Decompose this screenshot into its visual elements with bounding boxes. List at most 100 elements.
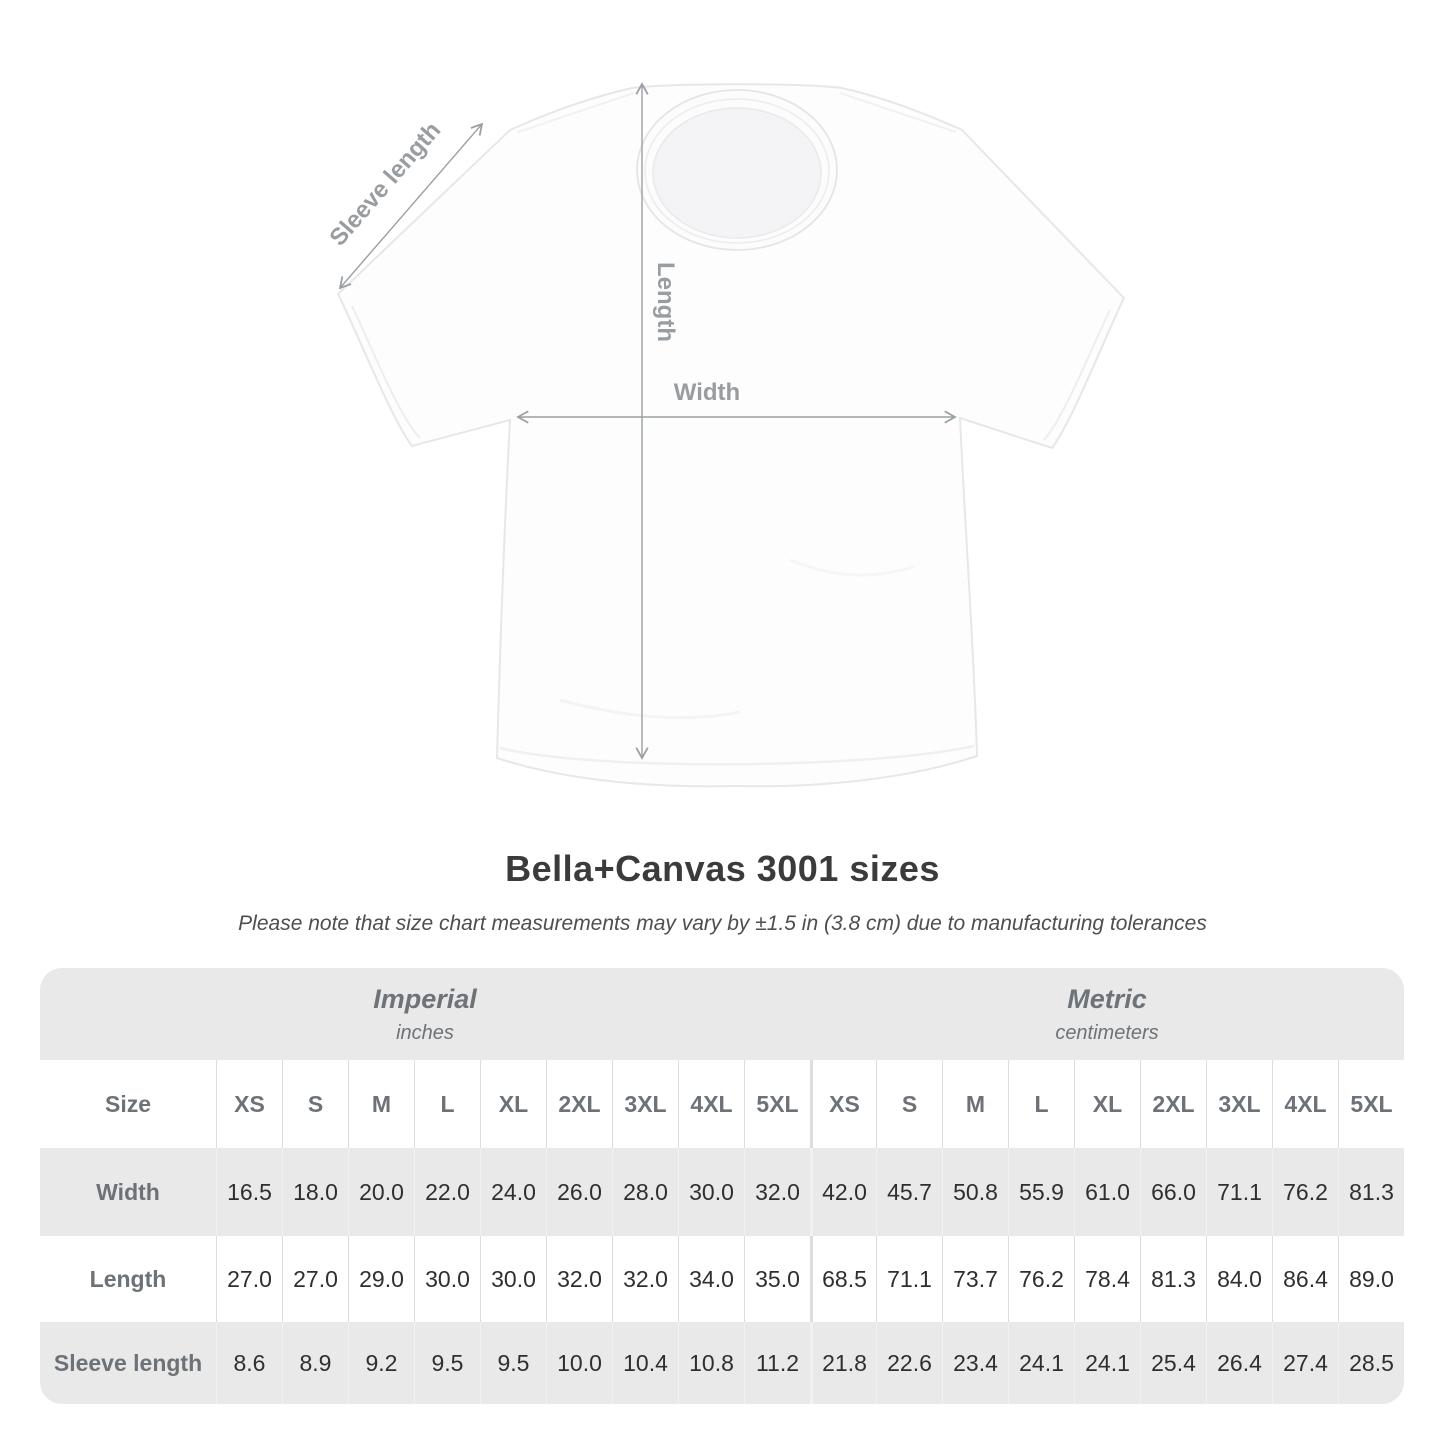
row-label: Length xyxy=(89,1265,167,1292)
size-chart-title: Bella+Canvas 3001 sizes xyxy=(505,848,940,889)
tshirt-figure: Sleeve length Length Width xyxy=(324,82,1126,788)
table-cell: 27.0 xyxy=(216,1236,282,1322)
table-cell: 81.3 xyxy=(1338,1148,1404,1236)
table-cell: 30.0 xyxy=(414,1236,480,1322)
table-cell: 32.0 xyxy=(744,1148,810,1236)
table-cell: 81.3 xyxy=(1140,1236,1206,1322)
metric-label: Metric xyxy=(1067,983,1147,1014)
size-column-header: XL xyxy=(480,1060,546,1148)
fold-line-1 xyxy=(559,698,741,720)
table-cell: 86.4 xyxy=(1272,1236,1338,1322)
table-cell: 11.2 xyxy=(744,1322,810,1404)
table-cell: 84.0 xyxy=(1206,1236,1272,1322)
table-cell: 21.8 xyxy=(810,1322,876,1404)
table-cell: 24.1 xyxy=(1008,1322,1074,1404)
sleeve-length-arrow xyxy=(338,122,484,290)
table-cell: 9.5 xyxy=(414,1322,480,1404)
size-header-row: Size XS S M L XL 2XL 3XL 4XL 5XL XS S M … xyxy=(40,1060,1404,1148)
table-cell: 10.8 xyxy=(678,1322,744,1404)
collar-opening xyxy=(652,107,822,239)
size-column-header: 3XL xyxy=(612,1060,678,1148)
table-cell: 78.4 xyxy=(1074,1236,1140,1322)
table-cell: 9.2 xyxy=(348,1322,414,1404)
table-cell: 73.7 xyxy=(942,1236,1008,1322)
size-column-header: 3XL xyxy=(1206,1060,1272,1148)
fold-line-2 xyxy=(789,558,916,577)
table-cell: 76.2 xyxy=(1008,1236,1074,1322)
size-column-header: 4XL xyxy=(678,1060,744,1148)
size-column-header: XS xyxy=(216,1060,282,1148)
tshirt-silhouette xyxy=(336,83,1126,788)
table-cell: 32.0 xyxy=(546,1236,612,1322)
row-label: Sleeve length xyxy=(53,1349,203,1376)
size-column-header: XL xyxy=(1074,1060,1140,1148)
size-column-header: 4XL xyxy=(1272,1060,1338,1148)
table-cell: 35.0 xyxy=(744,1236,810,1322)
unit-header-band: Imperial inches Metric centimeters xyxy=(40,968,1404,1060)
table-cell: 18.0 xyxy=(282,1148,348,1236)
table-cell: 20.0 xyxy=(348,1148,414,1236)
size-column-header: 5XL xyxy=(1338,1060,1404,1148)
table-cell: 23.4 xyxy=(942,1322,1008,1404)
table-cell: 22.0 xyxy=(414,1148,480,1236)
table-cell: 32.0 xyxy=(612,1236,678,1322)
metric-header: Metric centimeters xyxy=(810,968,1404,1060)
table-cell: 28.0 xyxy=(612,1148,678,1236)
table-cell: 45.7 xyxy=(876,1148,942,1236)
table-cell: 22.6 xyxy=(876,1322,942,1404)
imperial-label: Imperial xyxy=(373,983,477,1014)
size-column-header: 2XL xyxy=(1140,1060,1206,1148)
imperial-header: Imperial inches xyxy=(40,968,810,1060)
table-cell: 26.4 xyxy=(1206,1322,1272,1404)
length-row: Length 27.0 27.0 29.0 30.0 30.0 32.0 32.… xyxy=(40,1236,1404,1322)
shoulder-seam-left xyxy=(517,92,635,133)
size-column-header: L xyxy=(414,1060,480,1148)
corner-label: Size xyxy=(104,1090,152,1117)
table-cell: 71.1 xyxy=(1206,1148,1272,1236)
table-cell: 55.9 xyxy=(1008,1148,1074,1236)
table-cell: 89.0 xyxy=(1338,1236,1404,1322)
size-chart-note: Please note that size chart measurements… xyxy=(238,912,1207,935)
size-table: Imperial inches Metric centimeters Size … xyxy=(40,968,1404,1404)
shoulder-seam-right xyxy=(839,92,957,133)
size-column-header: L xyxy=(1008,1060,1074,1148)
row-label: Width xyxy=(96,1178,160,1205)
table-cell: 30.0 xyxy=(480,1236,546,1322)
tshirt-diagram: Sleeve length Length Width xyxy=(324,82,1126,788)
size-column-header: 2XL xyxy=(546,1060,612,1148)
cuff-seam-left xyxy=(351,305,421,439)
cuff-seam-right xyxy=(1043,309,1111,441)
table-cell: 76.2 xyxy=(1272,1148,1338,1236)
table-cell: 66.0 xyxy=(1140,1148,1206,1236)
size-column-header: 5XL xyxy=(744,1060,810,1148)
size-column-header: S xyxy=(876,1060,942,1148)
table-cell: 28.5 xyxy=(1338,1322,1404,1404)
table-cell: 30.0 xyxy=(678,1148,744,1236)
size-column-header: M xyxy=(942,1060,1008,1148)
width-label: Width xyxy=(674,379,740,406)
table-cell: 10.0 xyxy=(546,1322,612,1404)
hem-seam xyxy=(499,744,975,766)
width-row: Width 16.5 18.0 20.0 22.0 24.0 26.0 28.0… xyxy=(40,1148,1404,1236)
size-column-header: S xyxy=(282,1060,348,1148)
table-cell: 29.0 xyxy=(348,1236,414,1322)
table-cell: 25.4 xyxy=(1140,1322,1206,1404)
table-cell: 34.0 xyxy=(678,1236,744,1322)
table-cell: 50.8 xyxy=(942,1148,1008,1236)
table-cell: 71.1 xyxy=(876,1236,942,1322)
table-cell: 24.0 xyxy=(480,1148,546,1236)
table-cell: 8.6 xyxy=(216,1322,282,1404)
table-cell: 68.5 xyxy=(810,1236,876,1322)
table-cell: 16.5 xyxy=(216,1148,282,1236)
table-cell: 61.0 xyxy=(1074,1148,1140,1236)
table-cell: 10.4 xyxy=(612,1322,678,1404)
size-column-header: XS xyxy=(810,1060,876,1148)
imperial-unit: inches xyxy=(396,1021,454,1044)
table-cell: 24.1 xyxy=(1074,1322,1140,1404)
table-cell: 42.0 xyxy=(810,1148,876,1236)
table-cell: 8.9 xyxy=(282,1322,348,1404)
table-cell: 27.0 xyxy=(282,1236,348,1322)
table-cell: 26.0 xyxy=(546,1148,612,1236)
size-column-header: M xyxy=(348,1060,414,1148)
